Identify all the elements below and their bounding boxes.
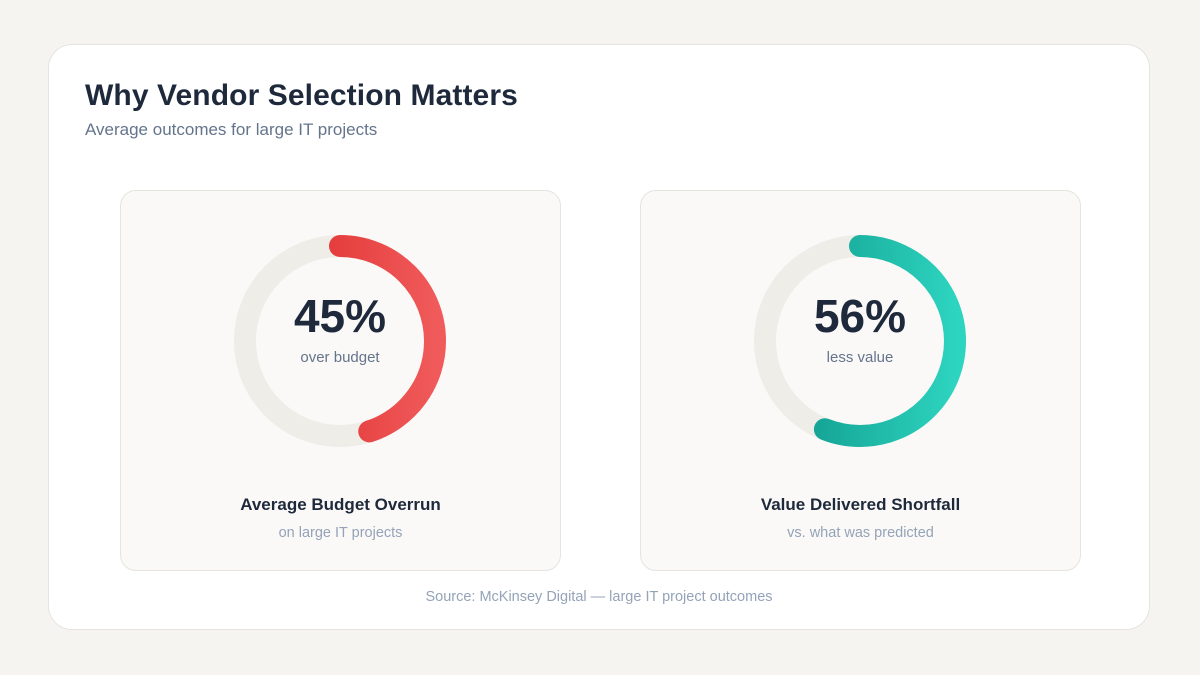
budget-overrun-unit: over budget (300, 349, 380, 366)
budget-overrun-donut-arc (234, 235, 446, 447)
value-shortfall-donut-svg (754, 235, 966, 447)
value-shortfall-donut: 56% less value (750, 231, 970, 451)
value-shortfall-unit: less value (826, 349, 894, 366)
main-card: Why Vendor Selection Matters Average out… (48, 44, 1150, 630)
budget-overrun-donut: 45% over budget (230, 231, 450, 451)
budget-overrun-donut-svg (234, 235, 446, 447)
source-note: Source: McKinsey Digital — large IT proj… (425, 589, 773, 605)
budget-overrun-panel: 45% over budget Average Budget Overrun o… (120, 190, 561, 571)
budget-overrun-title: Average Budget Overrun (240, 495, 441, 514)
page-subtitle: Average outcomes for large IT projects (85, 120, 378, 139)
value-shortfall-subtitle: vs. what was predicted (787, 525, 934, 541)
value-shortfall-donut-arc (754, 235, 966, 447)
value-shortfall-panel: 56% less value Value Delivered Shortfall… (640, 190, 1081, 571)
budget-overrun-subtitle: on large IT projects (278, 525, 403, 541)
page-title: Why Vendor Selection Matters (85, 79, 518, 112)
value-shortfall-value: 56% (813, 290, 907, 342)
value-shortfall-title: Value Delivered Shortfall (760, 495, 961, 514)
budget-overrun-value: 45% (293, 290, 387, 342)
